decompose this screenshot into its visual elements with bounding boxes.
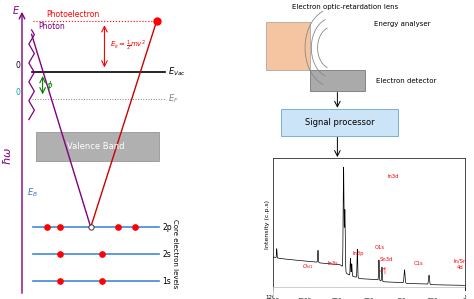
Text: 0: 0 [16, 61, 20, 70]
Text: $E_B$: $E_B$ [27, 187, 38, 199]
Y-axis label: Intensity (c.p.s): Intensity (c.p.s) [265, 200, 270, 249]
Text: $\hbar\omega$: $\hbar\omega$ [1, 146, 13, 165]
Text: Photoelectron: Photoelectron [47, 10, 100, 19]
Text: $E_{Vac}$: $E_{Vac}$ [168, 65, 186, 78]
Text: Electron optic-retardation lens: Electron optic-retardation lens [292, 4, 398, 10]
Text: Electron detector: Electron detector [376, 78, 437, 84]
FancyBboxPatch shape [266, 22, 310, 70]
Text: Photon: Photon [38, 22, 65, 31]
Text: Valence Band: Valence Band [67, 142, 125, 151]
Text: O1s: O1s [374, 245, 385, 250]
Text: In3d: In3d [388, 174, 399, 179]
Text: $E$: $E$ [12, 4, 20, 16]
Text: In3p: In3p [352, 251, 364, 256]
FancyBboxPatch shape [273, 287, 465, 298]
Text: 2s: 2s [162, 250, 171, 259]
Text: $\phi$: $\phi$ [46, 79, 53, 92]
Text: 2p: 2p [162, 223, 172, 232]
FancyBboxPatch shape [310, 70, 365, 91]
FancyBboxPatch shape [281, 109, 398, 136]
Text: $O_{kl1}$: $O_{kl1}$ [302, 262, 314, 271]
Text: 0: 0 [16, 88, 20, 97]
Text: Sn3d: Sn3d [380, 257, 393, 262]
FancyBboxPatch shape [36, 132, 159, 161]
Text: In/Sn
4d: In/Sn 4d [454, 259, 467, 270]
Text: In3s: In3s [327, 261, 338, 266]
Text: C1s: C1s [414, 261, 424, 266]
Text: $E_F$: $E_F$ [168, 92, 178, 105]
Text: 1s: 1s [162, 277, 171, 286]
Text: Signal processor: Signal processor [305, 118, 374, 127]
Text: Energy analyser: Energy analyser [374, 21, 430, 27]
Text: Core electron levels: Core electron levels [172, 219, 178, 289]
Text: $E_k = \frac{1}{2}mv^2$: $E_k = \frac{1}{2}mv^2$ [110, 39, 146, 54]
